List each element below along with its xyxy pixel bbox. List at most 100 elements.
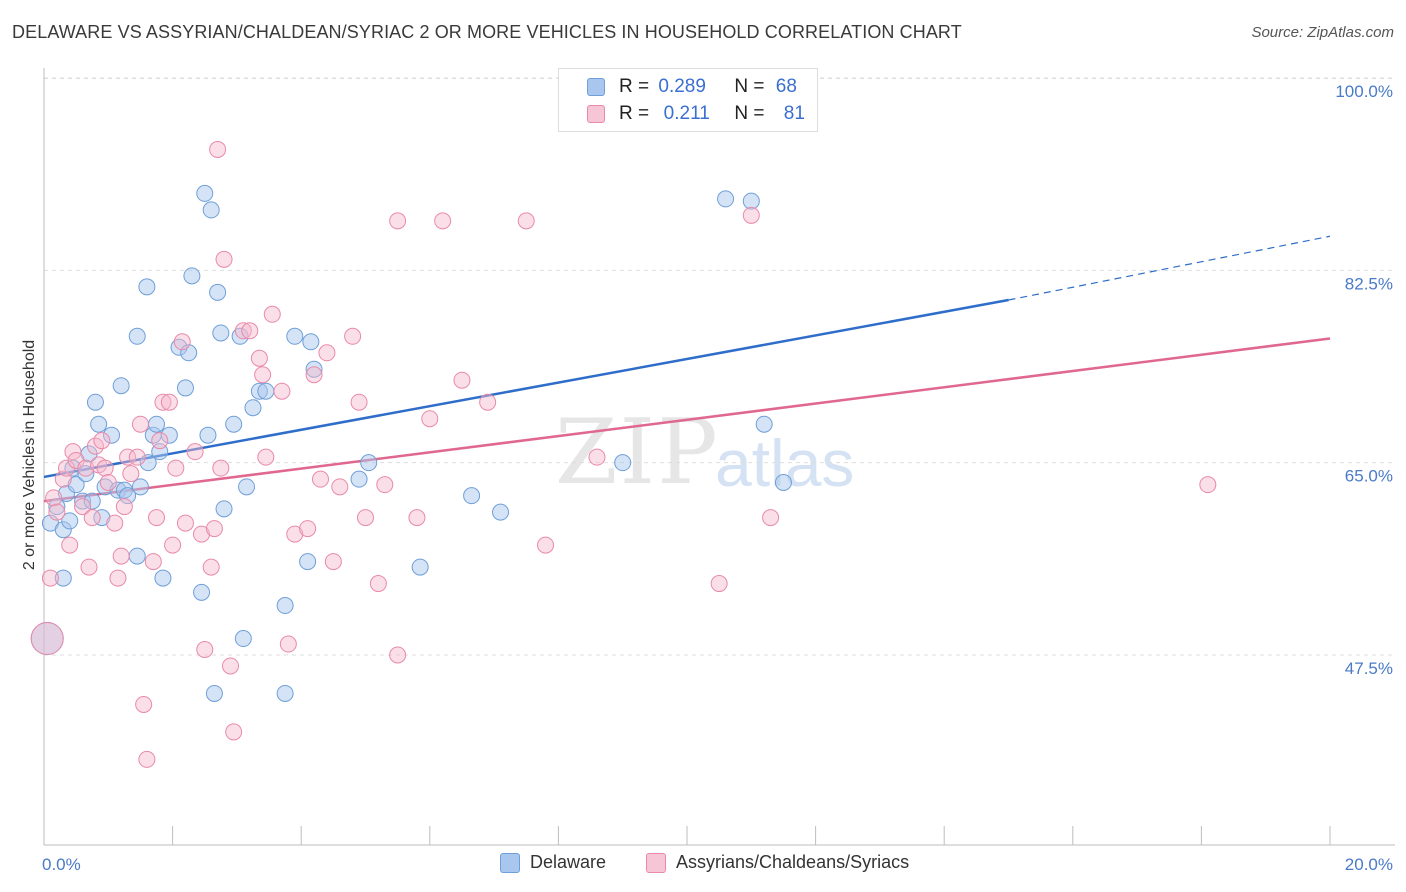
assyrian-point: [517, 212, 535, 230]
assyrian-point: [588, 448, 606, 466]
assyrian-point: [122, 465, 140, 483]
assyrian-point: [324, 553, 342, 571]
assyrian-point: [48, 503, 66, 521]
delaware-point: [299, 553, 317, 571]
delaware-point: [119, 487, 137, 505]
legend-item-assyrian: Assyrians/Chaldeans/Syriacs: [646, 852, 909, 873]
assyrian-point: [273, 382, 291, 400]
delaware-trend-line: [43, 298, 1009, 479]
assyrian-point: [115, 498, 133, 516]
delaware-point: [86, 393, 104, 411]
delaware-point: [238, 478, 256, 496]
delaware-point: [231, 327, 249, 345]
delaware-point: [199, 426, 217, 444]
y-axis-label: 2 or more Vehicles in Household: [21, 340, 38, 570]
tick-labels: 47.5% 65.0% 82.5% 100.0% 0.0% 20.0%: [42, 82, 1393, 874]
assyrian-point: [74, 498, 92, 516]
assyrian-point: [389, 212, 407, 230]
delaware-point: [614, 454, 632, 472]
assyrian-point: [537, 536, 555, 554]
delaware-point: [212, 324, 230, 342]
delaware-points: [30, 184, 792, 702]
legend-label-delaware: Delaware: [530, 852, 607, 872]
assyrian-point: [742, 206, 760, 224]
assyrian-point: [196, 641, 214, 659]
legend-r-value: 0.211: [658, 103, 710, 124]
delaware-point: [54, 569, 72, 587]
assyrian-point: [421, 410, 439, 428]
x-tick-label: 20.0%: [1345, 855, 1393, 874]
assyrian-point: [148, 509, 166, 527]
delaware-point: [183, 267, 201, 285]
assyrian-point: [762, 509, 780, 527]
legend-n-value: 81: [783, 103, 805, 124]
assyrian-point: [30, 622, 64, 656]
delaware-point: [176, 379, 194, 397]
legend-n-label: N =: [734, 103, 765, 124]
delaware-point: [154, 569, 172, 587]
assyrian-point: [344, 327, 362, 345]
delaware-point: [93, 509, 111, 527]
assyrian-point: [350, 393, 368, 411]
assyrian-point: [389, 646, 407, 664]
assyrian-point: [144, 553, 162, 571]
delaware-point: [138, 278, 156, 296]
delaware-point: [276, 684, 294, 702]
delaware-point: [202, 201, 220, 219]
assyrian-point: [434, 212, 452, 230]
assyrian-point: [215, 250, 233, 268]
assyrian-point: [154, 393, 172, 411]
delaware-point: [305, 360, 323, 378]
assyrian-point: [77, 459, 95, 477]
legend-r-label: R =: [619, 103, 650, 124]
delaware-point: [77, 465, 95, 483]
assyrian-point: [225, 723, 243, 741]
assyrian-point: [241, 322, 259, 340]
assyrian-point: [254, 366, 272, 384]
delaware-point: [774, 473, 792, 491]
legend-r-value: 0.289: [658, 76, 706, 97]
correlation-legend: R = 0.289 N = 68 R = 0.211 N = 81: [558, 68, 818, 132]
assyrian-point: [305, 366, 323, 384]
delaware-legend-swatch: [500, 852, 520, 873]
assyrian-swatch: [587, 105, 605, 123]
delaware-point: [257, 382, 275, 400]
delaware-point: [411, 558, 429, 576]
chart-title: DELAWARE VS ASSYRIAN/CHALDEAN/SYRIAC 2 O…: [12, 22, 962, 42]
assyrian-point: [263, 305, 281, 323]
y-tick-label: 100.0%: [1335, 82, 1393, 101]
delaware-point: [196, 184, 214, 202]
delaware-point: [244, 399, 262, 417]
delaware-point: [234, 630, 252, 648]
source-label: Source: ZipAtlas.com: [1251, 24, 1394, 41]
assyrian-point: [106, 514, 124, 532]
assyrian-point: [257, 448, 275, 466]
assyrian-point: [173, 333, 191, 351]
assyrian-point: [138, 750, 156, 768]
delaware-point: [193, 583, 211, 601]
assyrian-point: [45, 489, 63, 507]
assyrian-point: [176, 514, 194, 532]
delaware-point: [755, 415, 773, 433]
grid-lines: [44, 77, 1395, 656]
delaware-point: [131, 478, 149, 496]
assyrian-point: [83, 509, 101, 527]
assyrian-point: [234, 322, 252, 340]
delaware-point: [112, 377, 130, 395]
x-tick-label: 0.0%: [42, 855, 81, 874]
legend-label-assyrian: Assyrians/Chaldeans/Syriacs: [676, 852, 910, 872]
assyrian-point: [119, 448, 137, 466]
assyrian-point: [167, 459, 185, 477]
y-tick-label: 65.0%: [1345, 467, 1393, 486]
assyrian-point: [710, 575, 728, 593]
assyrian-point: [202, 558, 220, 576]
series-legend: Delaware Assyrians/Chaldeans/Syriacs: [0, 852, 1406, 878]
delaware-point: [225, 415, 243, 433]
assyrian-point: [61, 536, 79, 554]
assyrian-point: [299, 520, 317, 538]
assyrian-point: [193, 525, 211, 543]
assyrian-point: [186, 443, 204, 461]
legend-n-value: 68: [775, 76, 797, 97]
delaware-point: [350, 470, 368, 488]
